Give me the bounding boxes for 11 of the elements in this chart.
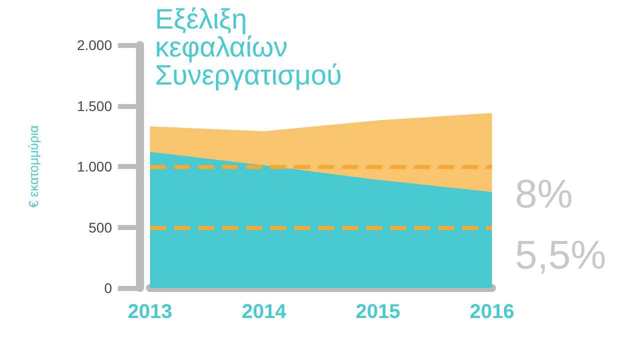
y-tick-label: 1.000	[76, 158, 112, 174]
chart-title: Εξέλιξη κεφαλαίων Συνεργατισμού	[155, 4, 342, 90]
x-tick-label: 2015	[356, 301, 400, 323]
y-tick-label: 1.500	[76, 98, 112, 114]
x-tick-label: 2016	[470, 301, 514, 323]
y-axis-title: € εκατομμύρια	[26, 124, 41, 208]
y-tick-label: 2.000	[76, 37, 112, 53]
x-tick-label: 2013	[128, 301, 172, 323]
y-tick-label: 0	[104, 280, 112, 296]
y-tick-label: 500	[88, 219, 112, 236]
x-tick-label: 2014	[242, 301, 288, 323]
